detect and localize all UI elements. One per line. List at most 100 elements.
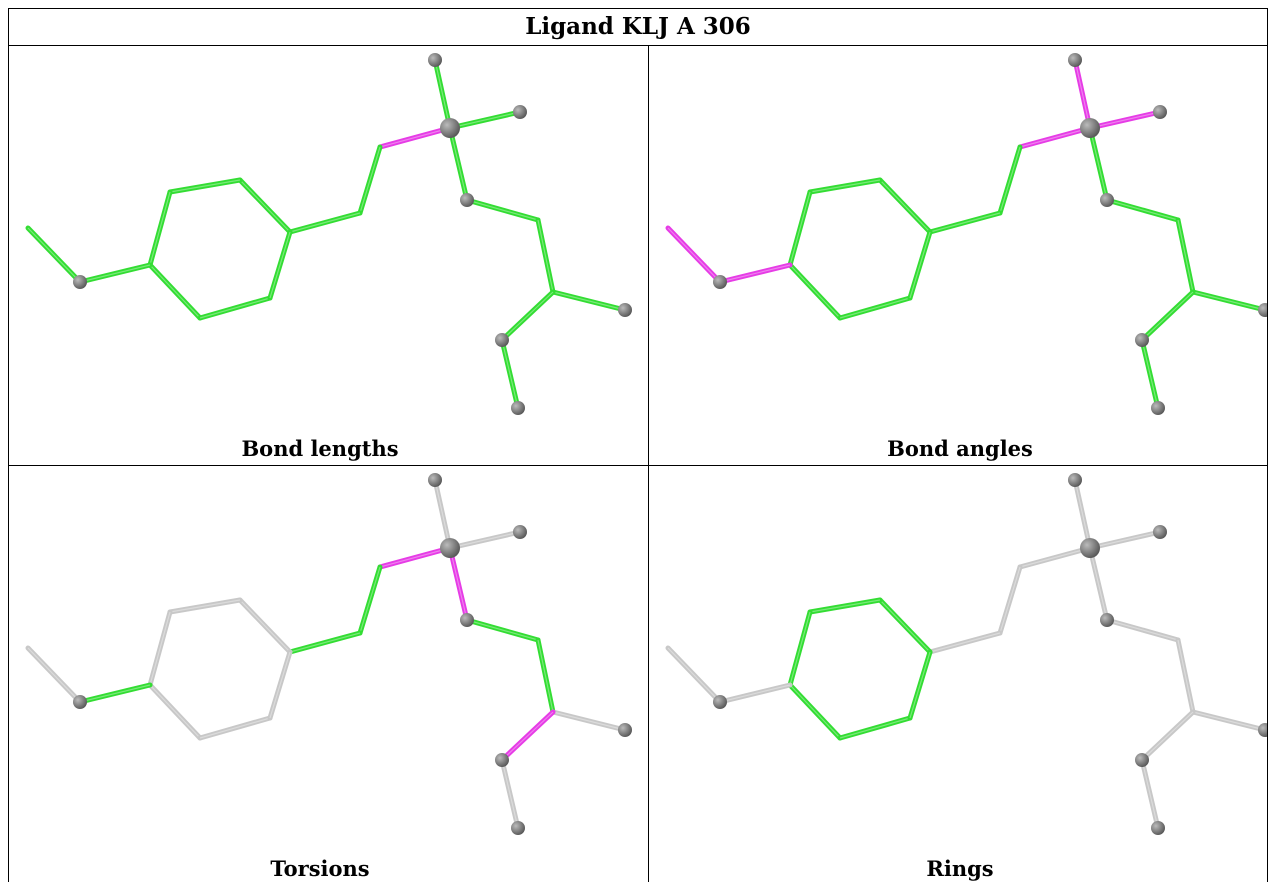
bond-highlight: [1141, 711, 1194, 761]
bond-highlight: [379, 127, 451, 148]
bond: [237, 597, 293, 655]
bond: [997, 144, 1023, 216]
bond: [1017, 125, 1093, 150]
bond: [1104, 197, 1181, 223]
bond-highlight: [809, 599, 881, 613]
bond-highlight: [1141, 291, 1194, 341]
bond-highlight: [879, 599, 931, 653]
bond-highlight: [667, 647, 721, 703]
atom: [1068, 53, 1082, 67]
bond: [535, 637, 556, 715]
molecule-panel: [25, 53, 632, 415]
bond-highlight: [449, 547, 468, 621]
bond: [1104, 617, 1181, 643]
bond: [1087, 109, 1163, 131]
table-border: [8, 8, 1268, 882]
bond-highlight: [239, 599, 291, 653]
bond: [25, 645, 83, 705]
bond-highlight: [839, 717, 911, 739]
atom: [513, 105, 527, 119]
bond-highlight: [552, 291, 626, 311]
bond: [1087, 529, 1163, 551]
bond-highlight: [909, 651, 931, 719]
bond: [287, 630, 363, 655]
bond: [1190, 289, 1267, 313]
bond: [447, 125, 470, 203]
bond: [197, 295, 273, 321]
atom: [1100, 193, 1114, 207]
bond: [550, 709, 628, 733]
atom: [1080, 118, 1100, 138]
bond: [837, 295, 913, 321]
bond-highlight: [289, 632, 361, 653]
bond: [267, 649, 293, 721]
molecule-panel: [25, 473, 632, 835]
panel-caption: Rings: [926, 856, 993, 881]
bond-highlight: [466, 199, 539, 221]
bond: [877, 597, 933, 655]
bond-highlight: [789, 684, 841, 739]
bond-highlight: [359, 566, 381, 634]
bond: [167, 597, 243, 615]
bond: [907, 649, 933, 721]
atom: [440, 118, 460, 138]
bond-highlight: [199, 717, 271, 739]
bond: [927, 630, 1003, 655]
bond-highlight: [789, 191, 811, 266]
bond: [197, 715, 273, 741]
atom: [440, 538, 460, 558]
bond-highlight: [199, 297, 271, 319]
bond-highlight: [929, 632, 1001, 653]
atom: [428, 473, 442, 487]
atom: [618, 723, 632, 737]
atom: [1135, 753, 1149, 767]
atom: [495, 753, 509, 767]
bond: [499, 289, 556, 343]
atom: [511, 821, 525, 835]
bond: [1139, 337, 1161, 411]
bond-highlight: [1177, 219, 1194, 293]
bond-highlight: [1074, 479, 1091, 549]
molecule-panel: [665, 53, 1267, 415]
bond-highlight: [169, 599, 241, 613]
bond-highlight: [839, 297, 911, 319]
atom: [460, 613, 474, 627]
atom: [428, 53, 442, 67]
bond-highlight: [929, 212, 1001, 233]
bond-highlight: [149, 684, 201, 739]
bond-highlight: [501, 711, 554, 761]
bond: [1087, 125, 1110, 203]
bond-highlight: [1089, 531, 1161, 549]
atom: [511, 401, 525, 415]
atom: [1100, 613, 1114, 627]
bond: [927, 210, 1003, 235]
bond: [447, 545, 470, 623]
panel-caption: Bond lengths: [241, 436, 398, 461]
bond-highlight: [537, 639, 554, 713]
atom: [1153, 525, 1167, 539]
bond: [665, 645, 723, 705]
panel-caption: Bond angles: [887, 436, 1033, 461]
atom: [618, 303, 632, 317]
bond-highlight: [1089, 111, 1161, 129]
bond-highlight: [879, 179, 931, 233]
atom: [1153, 105, 1167, 119]
bond: [787, 189, 813, 268]
bond-highlight: [79, 684, 151, 703]
bond: [1190, 709, 1267, 733]
bond-highlight: [999, 566, 1021, 634]
bond-highlight: [269, 231, 291, 299]
bond: [377, 545, 453, 570]
bond-highlight: [1141, 339, 1159, 409]
bond-highlight: [1177, 639, 1194, 713]
bond: [357, 564, 383, 636]
bond-highlight: [466, 619, 539, 641]
bond: [377, 125, 453, 150]
bond: [147, 262, 203, 321]
bond: [267, 229, 293, 301]
bond-highlight: [149, 191, 171, 266]
molecule: [665, 473, 1267, 835]
bond-highlight: [501, 291, 554, 341]
